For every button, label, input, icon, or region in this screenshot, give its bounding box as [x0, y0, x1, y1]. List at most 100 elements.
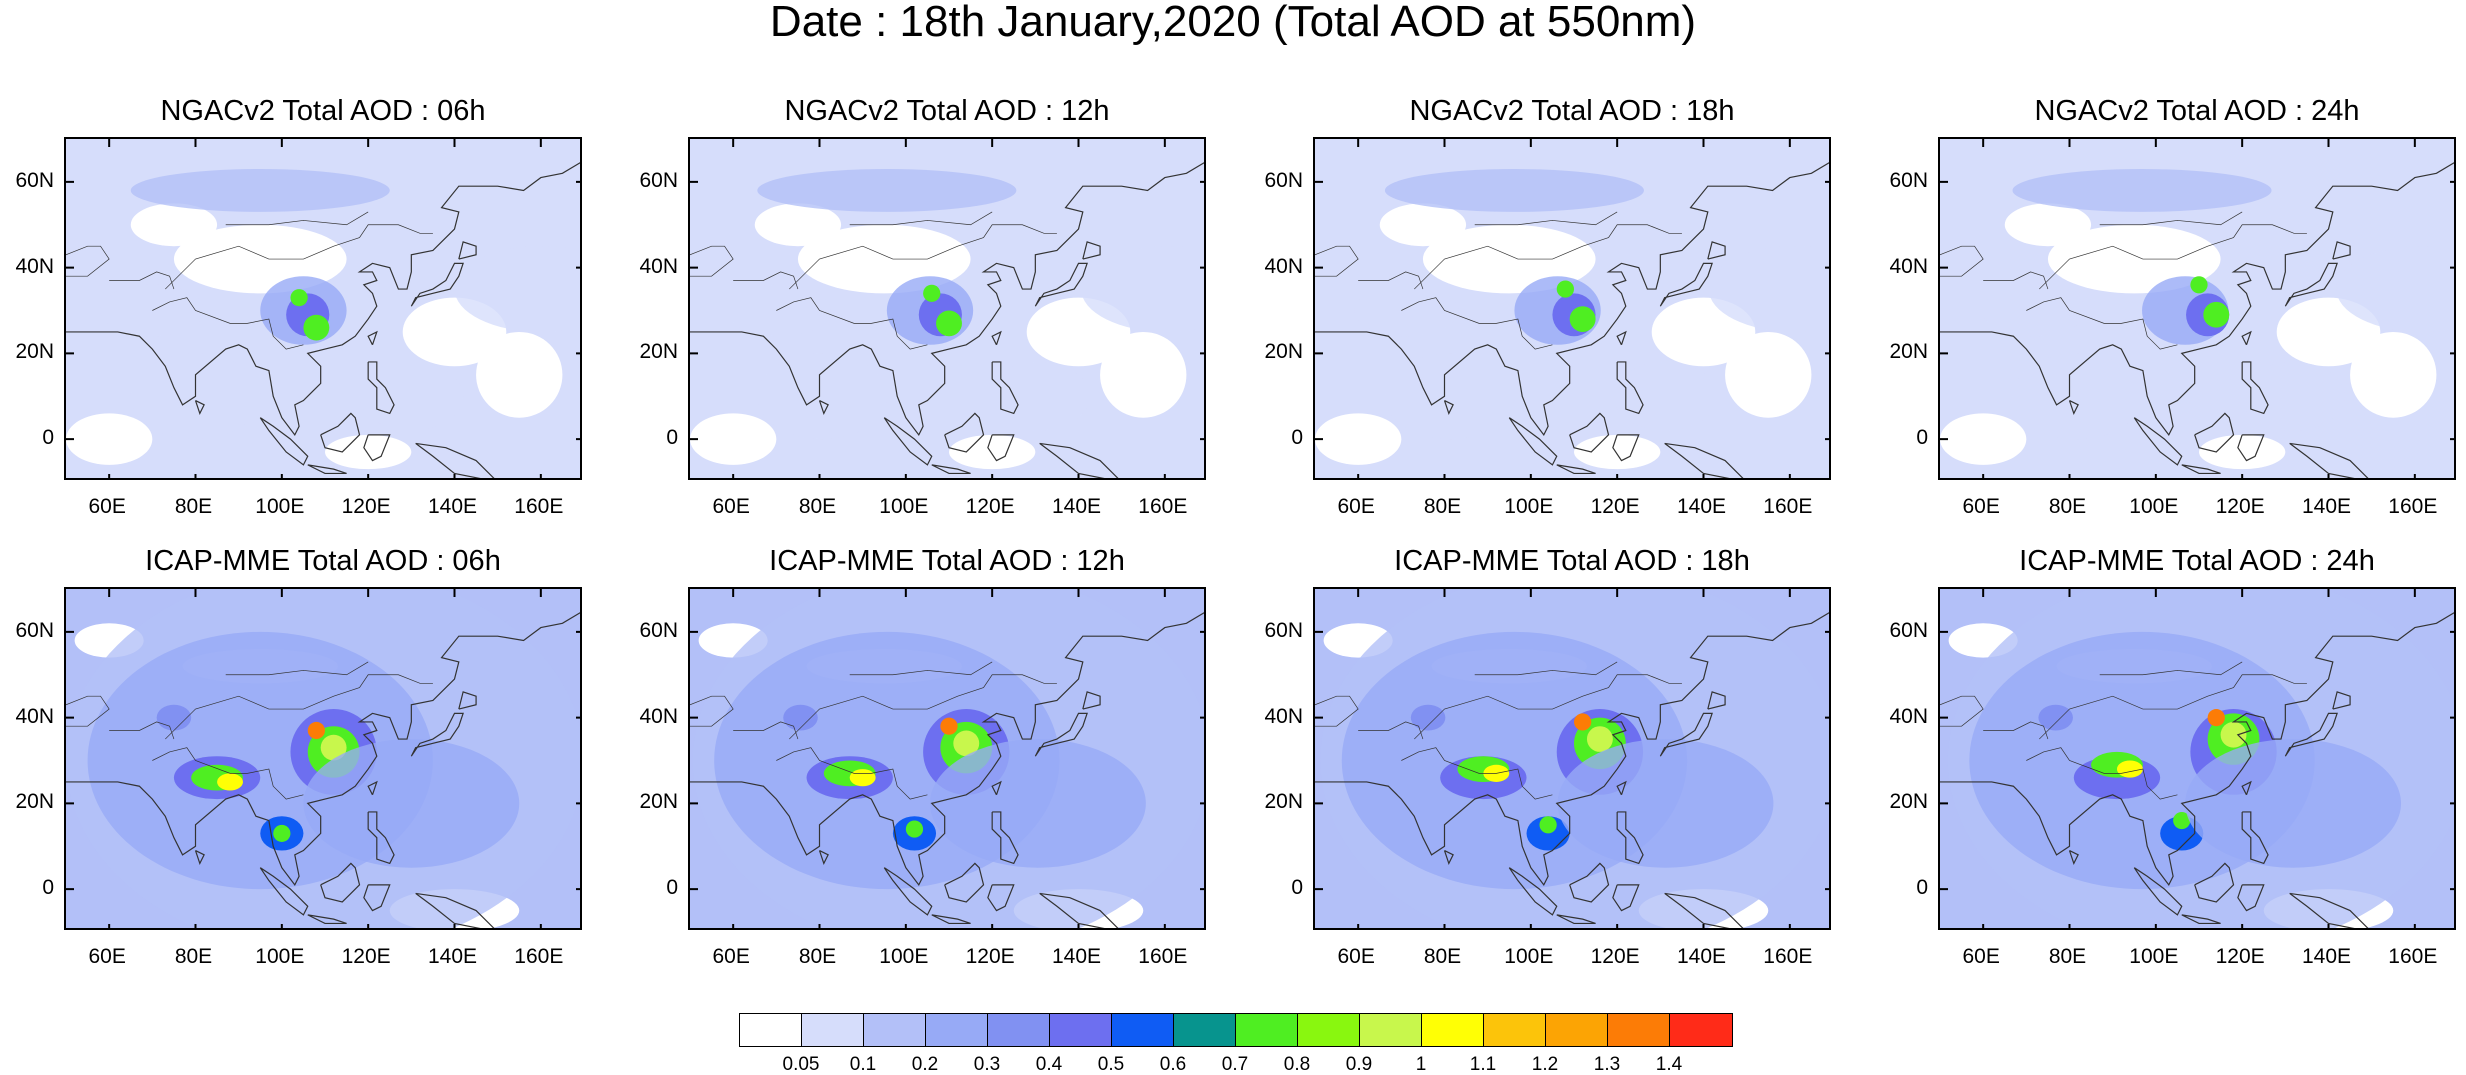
latitude-tick-label: 60N	[1889, 618, 1928, 642]
latitude-tick-label: 0	[666, 876, 678, 900]
longitude-tick-label: 160E	[1763, 495, 1813, 518]
longitude-tick-label: 140E	[1051, 945, 1102, 968]
latitude-tick-label: 0	[42, 876, 54, 900]
longitude-tick-label: 60E	[88, 495, 126, 518]
latitude-tick-label: 20N	[15, 340, 54, 364]
panel-title: ICAP-MME Total AOD : 06h	[145, 545, 501, 577]
map-panel	[1938, 587, 2456, 930]
longitude-tick-label: 140E	[427, 495, 478, 518]
aod-map	[1940, 139, 2454, 478]
longitude-tick-label: 100E	[255, 495, 305, 518]
panel-title: ICAP-MME Total AOD : 12h	[769, 545, 1125, 577]
latitude-tick-label: 0	[1291, 426, 1303, 450]
longitude-tick-label: 160E	[1763, 945, 1813, 968]
latitude-tick-label: 60N	[1264, 168, 1303, 192]
longitude-tick-label: 80E	[2048, 945, 2087, 968]
latitude-tick-label: 0	[1916, 426, 1928, 450]
longitude-tick-label: 140E	[1051, 495, 1102, 518]
colorbar-label: 0.4	[1035, 1054, 1063, 1075]
panel-title: ICAP-MME Total AOD : 18h	[1394, 545, 1750, 577]
aod-map	[66, 139, 580, 478]
colorbar-box	[1422, 1014, 1484, 1046]
latitude-tick-label: 20N	[1889, 790, 1928, 814]
longitude-tick-label: 80E	[174, 495, 213, 518]
latitude-tick-label: 20N	[639, 790, 678, 814]
longitude-tick-label: 60E	[1337, 495, 1375, 518]
latitude-tick-label: 0	[42, 426, 54, 450]
latitude-tick-label: 20N	[1264, 340, 1303, 364]
longitude-tick-label: 80E	[798, 945, 837, 968]
colorbar-label: 0.05	[782, 1054, 820, 1075]
longitude-tick-label: 100E	[2129, 495, 2179, 518]
panel-title: NGACv2 Total AOD : 24h	[2034, 95, 2360, 127]
longitude-tick-label: 100E	[1504, 495, 1554, 518]
longitude-tick-label: 120E	[1590, 945, 1640, 968]
longitude-tick-label: 120E	[965, 945, 1015, 968]
longitude-tick-label: 160E	[2388, 495, 2438, 518]
longitude-tick-label: 140E	[1676, 495, 1727, 518]
colorbar-box	[1546, 1014, 1608, 1046]
map-panel	[1313, 137, 1831, 480]
map-panel	[1938, 137, 2456, 480]
colorbar-box	[1484, 1014, 1546, 1046]
longitude-tick-label: 60E	[712, 945, 750, 968]
longitude-tick-label: 160E	[514, 945, 564, 968]
longitude-tick-label: 60E	[712, 495, 750, 518]
colorbar-label: 0.6	[1159, 1054, 1187, 1075]
longitude-tick-label: 100E	[1504, 945, 1554, 968]
longitude-tick-label: 60E	[1962, 495, 2000, 518]
longitude-tick-label: 120E	[2215, 945, 2265, 968]
longitude-tick-label: 140E	[1676, 945, 1727, 968]
colorbar-box	[864, 1014, 926, 1046]
colorbar	[739, 1013, 1733, 1047]
colorbar-label: 0.1	[849, 1054, 877, 1075]
latitude-tick-label: 40N	[1889, 254, 1928, 278]
longitude-tick-label: 140E	[427, 945, 478, 968]
longitude-tick-label: 160E	[2388, 945, 2438, 968]
colorbar-label: 0.8	[1283, 1054, 1311, 1075]
colorbar-box	[1608, 1014, 1670, 1046]
colorbar-label: 1.4	[1655, 1054, 1683, 1075]
colorbar-box	[926, 1014, 988, 1046]
colorbar-box	[1174, 1014, 1236, 1046]
map-panel	[64, 137, 582, 480]
panel-title: ICAP-MME Total AOD : 24h	[2019, 545, 2375, 577]
colorbar-box	[740, 1014, 802, 1046]
longitude-tick-label: 140E	[2301, 945, 2352, 968]
longitude-tick-label: 120E	[341, 495, 391, 518]
latitude-tick-label: 60N	[639, 618, 678, 642]
aod-map	[1315, 139, 1829, 478]
latitude-tick-label: 20N	[1264, 790, 1303, 814]
aod-map	[66, 589, 580, 928]
latitude-tick-label: 40N	[639, 704, 678, 728]
panel-title: NGACv2 Total AOD : 12h	[784, 95, 1110, 127]
colorbar-label: 0.5	[1097, 1054, 1125, 1075]
longitude-tick-label: 100E	[2129, 945, 2179, 968]
colorbar-label: 0.3	[973, 1054, 1001, 1075]
aod-map	[1940, 589, 2454, 928]
colorbar-box	[1360, 1014, 1422, 1046]
longitude-tick-label: 60E	[1337, 945, 1375, 968]
aod-map	[1315, 589, 1829, 928]
longitude-tick-label: 160E	[514, 495, 564, 518]
colorbar-label: 1	[1415, 1054, 1427, 1075]
colorbar-box	[988, 1014, 1050, 1046]
longitude-tick-label: 100E	[879, 945, 929, 968]
latitude-tick-label: 40N	[15, 704, 54, 728]
map-panel	[688, 137, 1206, 480]
latitude-tick-label: 20N	[639, 340, 678, 364]
latitude-tick-label: 0	[666, 426, 678, 450]
latitude-tick-label: 20N	[15, 790, 54, 814]
map-panel	[1313, 587, 1831, 930]
longitude-tick-label: 120E	[965, 495, 1015, 518]
longitude-tick-label: 160E	[1138, 495, 1188, 518]
longitude-tick-label: 100E	[255, 945, 305, 968]
latitude-tick-label: 40N	[1264, 704, 1303, 728]
longitude-tick-label: 80E	[2048, 495, 2087, 518]
latitude-tick-label: 20N	[1889, 340, 1928, 364]
latitude-tick-label: 40N	[1264, 254, 1303, 278]
latitude-tick-label: 0	[1916, 876, 1928, 900]
longitude-tick-label: 140E	[2301, 495, 2352, 518]
colorbar-label: 1.3	[1593, 1054, 1621, 1075]
colorbar-box	[1236, 1014, 1298, 1046]
